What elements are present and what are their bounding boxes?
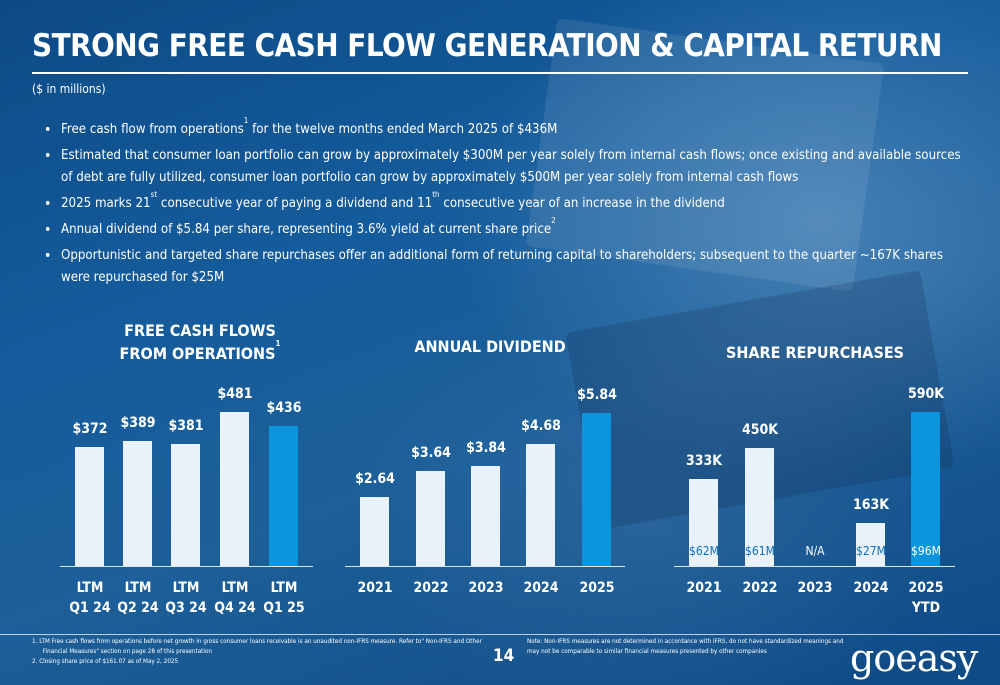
- data-label-2022: 450K: [741, 422, 779, 438]
- inner-label-2025-ytd: $96M: [911, 544, 941, 558]
- footer-divider: [0, 634, 1000, 635]
- bullet-fcf: Free cash flow from operations1 for the …: [44, 116, 974, 142]
- tick-label-ltm-q3-24: LTM Q3 24: [165, 580, 207, 616]
- tick-label-2025: 2025: [579, 580, 615, 596]
- chart-1-baseline: [60, 566, 313, 567]
- chart-title-repurchases: SHARE REPURCHASES: [725, 343, 905, 362]
- bar-ltm-q3-24: [171, 444, 200, 566]
- bar-2021: [360, 497, 389, 566]
- non-ifrs-note: Note: Non-IFRS measures are not determin…: [527, 638, 844, 655]
- tick-label-ltm-q4-24: LTM Q4 24: [214, 580, 256, 616]
- chart-2-baseline: [345, 566, 625, 567]
- bar-ltm-q4-24: [220, 412, 249, 566]
- footnote-ref: 2: [551, 216, 556, 225]
- slide-title: STRONG FREE CASH FLOW GENERATION & CAPIT…: [32, 28, 942, 64]
- data-label-ltm-q2-24: $389: [120, 415, 156, 431]
- data-label-2025-ytd: 590K: [907, 386, 945, 402]
- tick-label-2022: 2022: [742, 580, 778, 596]
- inner-label-2022: $61M: [745, 544, 775, 558]
- title-divider: [32, 72, 968, 74]
- bar-2022: [745, 448, 774, 566]
- bar-2025: [582, 413, 611, 566]
- data-label-2023: $3.84: [466, 440, 506, 456]
- tick-label-2023: 2023: [797, 580, 833, 596]
- chart-3-baseline: [674, 566, 955, 567]
- data-label-2022: $3.64: [411, 445, 451, 461]
- inner-label-2023: N/A: [805, 544, 825, 558]
- data-label-2024: $4.68: [521, 418, 561, 434]
- bar-2022: [416, 471, 445, 566]
- bar-2024: [856, 523, 885, 566]
- key-points-list: Free cash flow from operations1 for the …: [44, 116, 974, 293]
- bullet-dividend-history: 2025 marks 21st consecutive year of payi…: [44, 191, 974, 216]
- chart-title-dividend: ANNUAL DIVIDEND: [414, 337, 566, 356]
- data-label-ltm-q3-24: $381: [168, 418, 204, 434]
- tick-label-ltm-q1-24: LTM Q1 24: [69, 580, 111, 616]
- data-label-2021: $2.64: [355, 471, 395, 487]
- tick-label-2024: 2024: [523, 580, 559, 596]
- bullet-repurchases: Opportunistic and targeted share repurch…: [44, 245, 974, 289]
- company-logo: goeasy: [850, 636, 978, 680]
- tick-label-2024: 2024: [853, 580, 889, 596]
- data-label-ltm-q1-25: $436: [266, 400, 302, 416]
- tick-label-2021: 2021: [357, 580, 393, 596]
- page-number: 14: [493, 646, 515, 666]
- tick-label-2025-ytd: 2025 YTD: [908, 580, 944, 616]
- bar-2025-ytd: [911, 412, 940, 566]
- bar-ltm-q2-24: [123, 441, 152, 566]
- tick-label-2022: 2022: [413, 580, 449, 596]
- tick-label-ltm-q2-24: LTM Q2 24: [117, 580, 159, 616]
- tick-label-2021: 2021: [686, 580, 722, 596]
- inner-label-2021: $62M: [689, 544, 719, 558]
- bar-2023: [471, 466, 500, 566]
- footnote-ref: 1: [243, 116, 249, 125]
- data-label-ltm-q1-24: $372: [72, 421, 108, 437]
- data-label-2021: 333K: [685, 453, 723, 469]
- footnotes: 1. LTM Free cash flows from operations b…: [32, 638, 482, 665]
- tick-label-2023: 2023: [468, 580, 504, 596]
- chart-title-fcf: FREE CASH FLOWS FROM OPERATIONS1: [119, 321, 281, 363]
- data-label-2025: $5.84: [577, 387, 617, 403]
- bar-ltm-q1-24: [75, 447, 104, 566]
- bullet-growth: Estimated that consumer loan portfolio c…: [44, 145, 974, 189]
- inner-label-2024: $27M: [856, 544, 886, 558]
- data-label-ltm-q4-24: $481: [217, 386, 253, 402]
- data-label-2024: 163K: [852, 497, 890, 513]
- bar-2021: [689, 479, 718, 566]
- units-note: ($ in millions): [32, 82, 106, 96]
- bar-ltm-q1-25: [269, 426, 298, 566]
- bullet-dividend-yield: Annual dividend of $5.84 per share, repr…: [44, 216, 974, 242]
- tick-label-ltm-q1-25: LTM Q1 25: [263, 580, 305, 616]
- bar-2024: [526, 444, 555, 566]
